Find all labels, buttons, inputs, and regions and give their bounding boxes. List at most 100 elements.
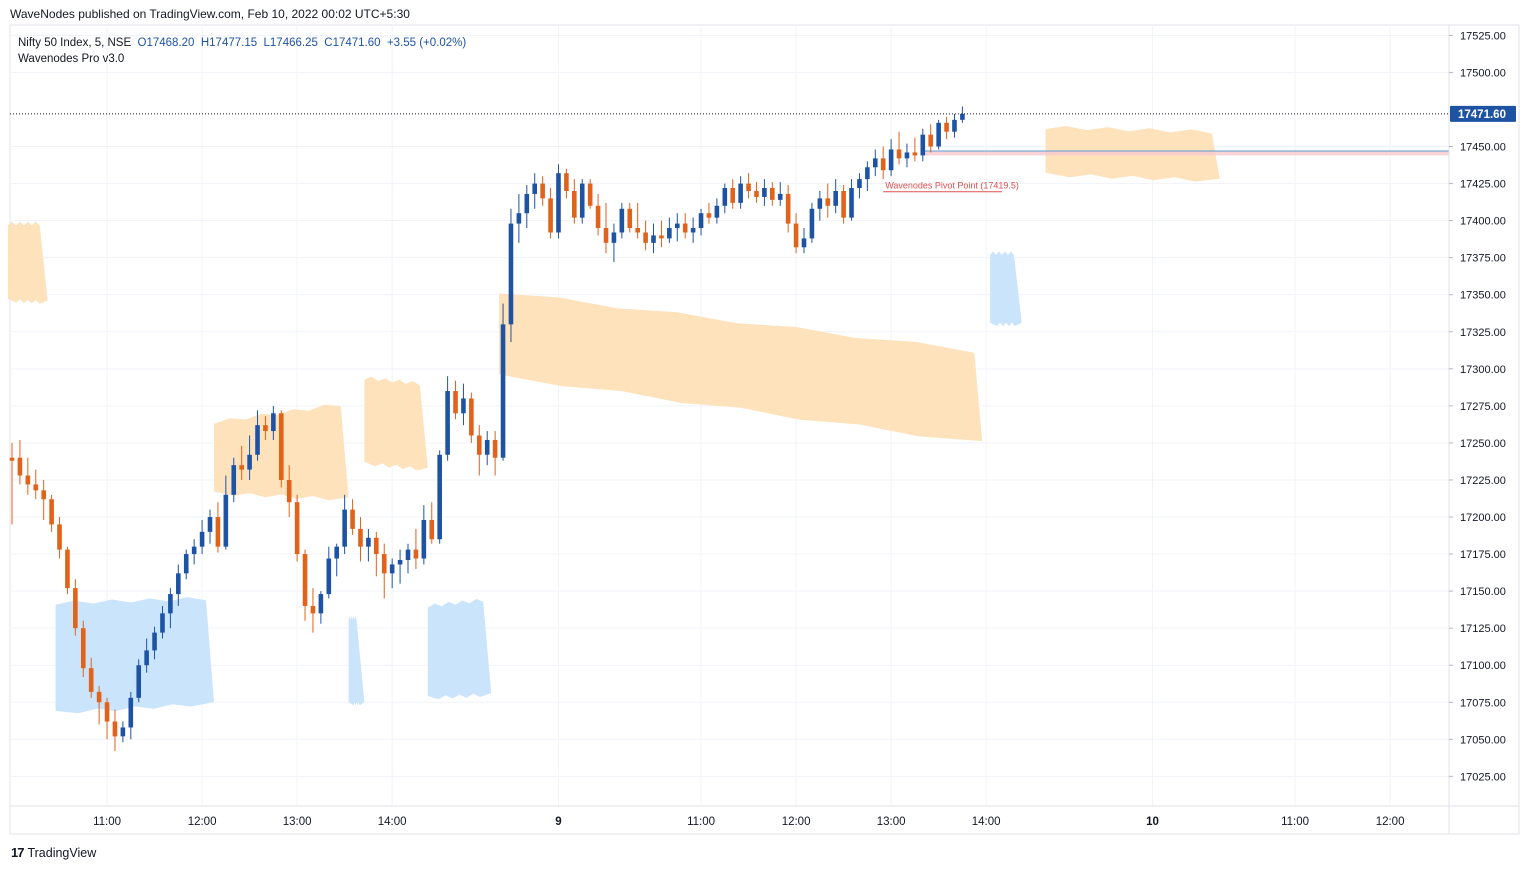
last-price-layer: 17471.60	[10, 105, 1516, 122]
candle-body	[572, 190, 577, 218]
candle-body	[754, 190, 759, 197]
level-band	[922, 150, 1449, 156]
time-axis[interactable]: 11:00 12:00 13:00 14:00 9 11:00 12:00 13:00 14:0…	[93, 816, 1404, 828]
candle-body	[500, 324, 506, 458]
candle-body	[825, 198, 831, 206]
close-value: C17471.60	[324, 37, 381, 49]
demand-zone	[990, 251, 1022, 327]
time-tick-label: 13:00	[283, 816, 312, 828]
candle-body	[603, 228, 609, 243]
candle-body	[651, 235, 656, 243]
candle-body	[833, 190, 838, 206]
candle-body	[168, 594, 173, 614]
candle-body	[619, 208, 625, 233]
candle-body	[183, 554, 189, 574]
grid	[10, 25, 1449, 806]
time-tick-label: 13:00	[877, 816, 906, 828]
tradingview-mark-icon: 17	[11, 845, 25, 860]
time-tick-label: 14:00	[972, 816, 1001, 828]
candle-body	[310, 605, 316, 614]
price-tick-label: 17275.00	[1460, 401, 1506, 413]
candle-body	[302, 554, 308, 606]
candle-body	[627, 208, 633, 229]
demand-zone	[348, 616, 365, 706]
candle-body	[41, 490, 46, 500]
candle-body	[278, 413, 284, 480]
candle-body	[809, 208, 815, 239]
candle-body	[223, 494, 229, 547]
candle-body	[920, 134, 926, 156]
candle-body	[215, 517, 221, 547]
time-tick-label: 11:00	[1281, 816, 1309, 828]
candle-body	[540, 183, 545, 199]
time-tick-label: 11:00	[687, 816, 715, 828]
candle-body	[421, 519, 427, 559]
candle-body	[231, 465, 237, 495]
candle-body	[358, 528, 363, 547]
price-tick-label: 17425.00	[1460, 179, 1506, 191]
price-axis[interactable]: 17525.00 17500.00 17450.00 17425.00 17400.00…	[1449, 30, 1506, 783]
candle-body	[152, 632, 157, 651]
candle-body	[667, 228, 672, 239]
candle-body	[461, 398, 466, 414]
candle-body	[872, 158, 878, 168]
candle-body	[120, 727, 126, 737]
low-value: L17466.25	[263, 37, 318, 49]
candle-body	[904, 152, 910, 159]
price-tick-label: 17525.00	[1460, 30, 1506, 42]
demand-zone	[427, 599, 492, 700]
candle-body	[595, 205, 601, 229]
time-tick-label: 10	[1146, 816, 1159, 828]
candle-body	[199, 531, 205, 547]
candle-body	[587, 183, 593, 206]
candle-body	[635, 228, 640, 233]
candle-body	[611, 232, 617, 243]
candle-body	[817, 198, 823, 209]
time-tick-label: 14:00	[378, 816, 407, 828]
demand-zone	[55, 597, 214, 714]
candle-body	[176, 573, 181, 595]
candle-body	[96, 691, 102, 703]
candle-body	[389, 564, 395, 574]
candle-body	[682, 223, 688, 233]
candle-body	[730, 188, 736, 203]
candle-body	[374, 537, 379, 555]
candle-body	[88, 668, 94, 692]
candle-body	[453, 391, 458, 414]
price-tick-label: 17400.00	[1460, 216, 1506, 228]
candle-body	[9, 457, 15, 461]
time-tick-label: 12:00	[782, 816, 811, 828]
candle-body	[579, 183, 585, 218]
candle-body	[112, 721, 118, 737]
candle-body	[960, 113, 965, 120]
candle-body	[714, 205, 720, 218]
candle-body	[801, 238, 807, 248]
candle-body	[698, 213, 704, 229]
symbol-label[interactable]: Nifty 50 Index, 5, NSE	[18, 37, 132, 49]
price-tick-label: 17350.00	[1460, 290, 1506, 302]
time-tick-label: 12:00	[188, 816, 217, 828]
price-tick-label: 17450.00	[1460, 142, 1506, 154]
tradingview-logo-text: TradingView	[27, 845, 97, 860]
candle-body	[80, 628, 86, 669]
candle-body	[944, 122, 949, 132]
candle-body	[770, 188, 775, 200]
candle-body	[49, 499, 54, 525]
candle-body	[25, 475, 31, 485]
candle-body	[271, 413, 276, 432]
candle-body	[65, 549, 70, 589]
candle-body	[484, 439, 490, 455]
candle-body	[397, 559, 403, 565]
candle-body	[516, 213, 522, 224]
candle-body	[239, 465, 244, 470]
candle-body	[706, 213, 712, 218]
candle-body	[207, 517, 213, 532]
tradingview-logo[interactable]: 17 TradingView	[11, 845, 96, 860]
indicator-label[interactable]: Wavenodes Pro v3.0	[18, 53, 125, 65]
candle-body	[912, 152, 918, 156]
candle-body	[928, 134, 934, 147]
price-tick-label: 17375.00	[1460, 253, 1506, 265]
time-tick-label: 12:00	[1376, 816, 1405, 828]
candle-body	[785, 193, 791, 224]
